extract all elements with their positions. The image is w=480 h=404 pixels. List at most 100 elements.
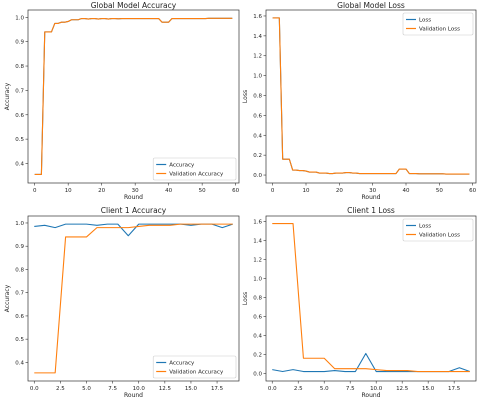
y-axis-label: Loss bbox=[242, 90, 249, 103]
axes-frame bbox=[27, 9, 240, 184]
y-tick-label: 1.0 bbox=[253, 74, 262, 80]
x-axis-label: Round bbox=[362, 392, 381, 399]
series-line-validation bbox=[34, 223, 233, 374]
y-tick-label: 0.9 bbox=[15, 244, 24, 250]
y-tick-label: 1.4 bbox=[253, 34, 262, 40]
y-tick-label: 0.8 bbox=[15, 64, 24, 70]
y-tick-label: 0.8 bbox=[15, 267, 24, 273]
x-axis-label: Round bbox=[124, 392, 143, 399]
y-tick-label: 0.4 bbox=[253, 333, 262, 339]
y-tick-label: 0.7 bbox=[15, 88, 24, 94]
legend-label: Accuracy bbox=[169, 361, 195, 367]
y-tick-label: 0.0 bbox=[253, 371, 262, 377]
x-tick-label: 20 bbox=[98, 188, 105, 194]
x-tick-label: 60 bbox=[469, 188, 476, 194]
y-tick-label: 0.0 bbox=[253, 173, 262, 179]
y-tick-label: 0.8 bbox=[253, 296, 262, 302]
legend-label: Validation Loss bbox=[419, 233, 460, 239]
y-tick-label: 1.6 bbox=[253, 14, 262, 20]
y-tick-label: 0.8 bbox=[253, 94, 262, 100]
y-tick-label: 1.0 bbox=[253, 277, 262, 283]
y-tick-label: 0.6 bbox=[253, 315, 262, 321]
x-axis-label: Round bbox=[124, 194, 143, 201]
series-line-validation bbox=[272, 17, 470, 175]
x-tick-label: 10.0 bbox=[133, 386, 146, 392]
y-tick-label: 0.4 bbox=[253, 133, 262, 139]
x-tick-label: 20 bbox=[336, 188, 343, 194]
x-tick-label: 40 bbox=[403, 188, 410, 194]
x-tick-label: 50 bbox=[199, 188, 206, 194]
x-tick-label: 5.0 bbox=[320, 386, 329, 392]
series-line-validation bbox=[34, 17, 233, 176]
legend-label: Validation Accuracy bbox=[169, 370, 224, 376]
y-tick-label: 0.2 bbox=[253, 153, 262, 159]
y-tick-label: 1.6 bbox=[253, 220, 262, 226]
y-tick-label: 0.4 bbox=[15, 360, 24, 366]
series-line-primary bbox=[34, 223, 233, 237]
chart-panel-2: Global Model Loss 0 10 20 30 40 50 60 0.0 0.2 0.4 0… bbox=[242, 1, 477, 201]
axes-frame bbox=[265, 215, 477, 382]
series-line-validation bbox=[272, 223, 470, 373]
legend: Loss Validation Loss bbox=[402, 218, 474, 242]
legend-label: Loss bbox=[419, 224, 431, 230]
legend: Accuracy Validation Accuracy bbox=[152, 355, 237, 379]
x-tick-label: 2.5 bbox=[294, 386, 303, 392]
legend: Loss Validation Loss bbox=[402, 12, 474, 36]
x-tick-label: 17.5 bbox=[448, 386, 461, 392]
chart-title: Global Model Accuracy bbox=[91, 1, 177, 10]
legend-label: Accuracy bbox=[169, 163, 195, 169]
y-axis-label: Accuracy bbox=[4, 82, 11, 110]
chart-panel-4: Client 1 Loss 0.0 2.5 5.0 7.5 10.0 12.5 15.0 17.… bbox=[242, 206, 477, 399]
y-tick-label: 1.0 bbox=[15, 221, 24, 227]
y-tick-label: 0.6 bbox=[253, 113, 262, 119]
legend-box bbox=[402, 218, 474, 242]
series-line-primary bbox=[272, 17, 470, 175]
x-tick-label: 15.0 bbox=[422, 386, 435, 392]
chart-title: Client 1 Accuracy bbox=[101, 206, 167, 215]
y-axis-label: Loss bbox=[242, 292, 249, 305]
chart-title: Client 1 Loss bbox=[347, 206, 395, 215]
legend-label: Validation Loss bbox=[419, 27, 460, 33]
x-tick-label: 5.0 bbox=[82, 386, 91, 392]
legend-label: Validation Accuracy bbox=[169, 172, 224, 178]
x-tick-label: 10 bbox=[65, 188, 72, 194]
x-tick-label: 60 bbox=[232, 188, 239, 194]
legend: Accuracy Validation Accuracy bbox=[152, 157, 237, 181]
y-tick-label: 0.5 bbox=[15, 337, 24, 343]
y-tick-label: 0.4 bbox=[15, 162, 24, 168]
x-tick-label: 15.0 bbox=[185, 386, 198, 392]
x-axis-label: Round bbox=[362, 194, 381, 201]
x-tick-label: 17.5 bbox=[211, 386, 224, 392]
y-tick-label: 1.4 bbox=[253, 239, 262, 245]
x-tick-label: 40 bbox=[165, 188, 172, 194]
x-tick-label: 10 bbox=[303, 188, 310, 194]
x-tick-label: 30 bbox=[132, 188, 139, 194]
x-tick-label: 0.0 bbox=[30, 386, 39, 392]
x-tick-label: 50 bbox=[436, 188, 443, 194]
legend-box bbox=[402, 12, 474, 36]
x-tick-label: 0 bbox=[33, 188, 37, 194]
chart-panel-1: Global Model Accuracy 0 10 20 30 40 50 60 0.4 0.5… bbox=[4, 1, 240, 201]
x-tick-label: 7.5 bbox=[108, 386, 117, 392]
legend-box bbox=[152, 157, 237, 181]
y-tick-label: 0.6 bbox=[15, 314, 24, 320]
y-axis-label: Accuracy bbox=[4, 284, 11, 312]
x-tick-label: 0 bbox=[271, 188, 275, 194]
series-line-primary bbox=[34, 17, 233, 176]
y-tick-label: 0.2 bbox=[253, 352, 262, 358]
y-tick-label: 0.9 bbox=[15, 40, 24, 46]
y-tick-label: 1.2 bbox=[253, 258, 262, 264]
y-tick-label: 0.6 bbox=[15, 113, 24, 119]
x-tick-label: 12.5 bbox=[396, 386, 409, 392]
legend-box bbox=[152, 355, 237, 379]
axes-frame bbox=[265, 9, 477, 184]
chart-panel-3: Client 1 Accuracy 0.0 2.5 5.0 7.5 10.0 12.5 15.… bbox=[4, 206, 240, 399]
x-tick-label: 7.5 bbox=[346, 386, 355, 392]
chart-title: Global Model Loss bbox=[337, 1, 405, 10]
y-tick-label: 1.2 bbox=[253, 54, 262, 60]
x-tick-label: 30 bbox=[369, 188, 376, 194]
y-tick-label: 0.7 bbox=[15, 291, 24, 297]
x-tick-label: 10.0 bbox=[370, 386, 383, 392]
x-tick-label: 12.5 bbox=[159, 386, 172, 392]
